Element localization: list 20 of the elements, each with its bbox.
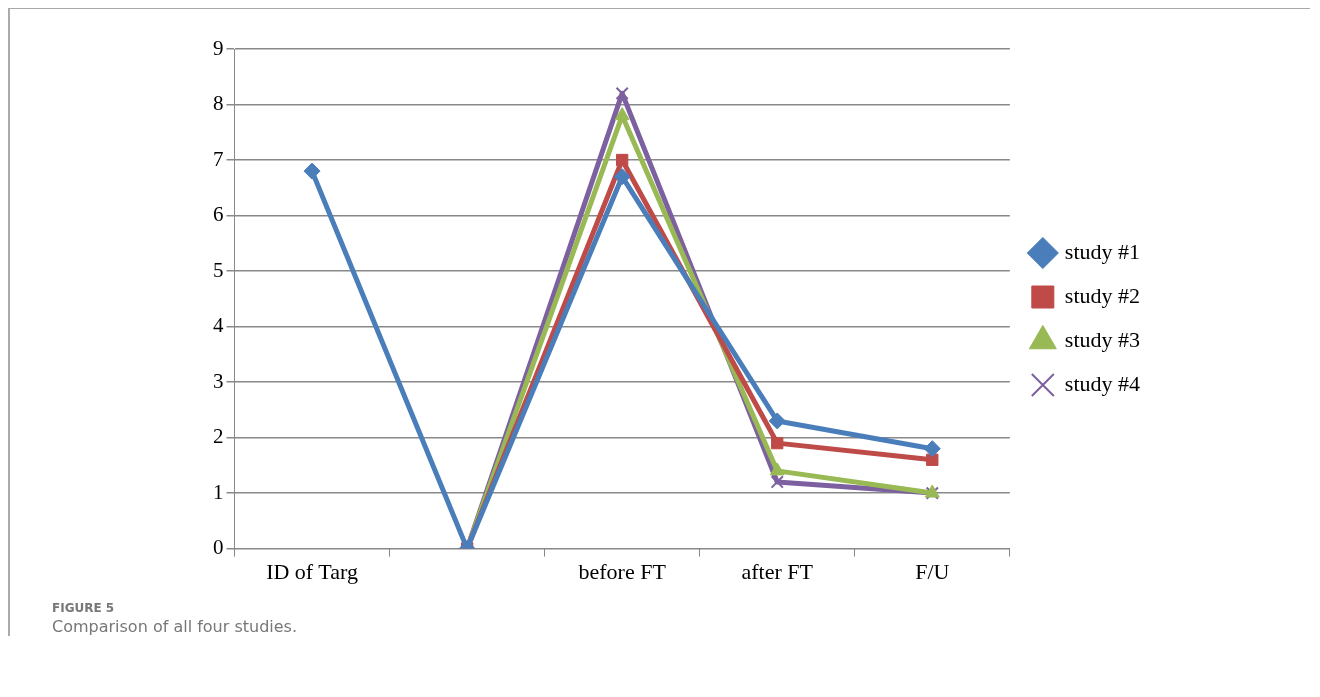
y-tick-label: 1 xyxy=(213,479,224,504)
y-tick-label: 7 xyxy=(213,146,224,171)
legend-label: study #3 xyxy=(1064,326,1141,352)
legend-label: study #1 xyxy=(1064,238,1141,264)
y-tick-label: 4 xyxy=(213,313,224,338)
legend-label: study #2 xyxy=(1064,282,1141,308)
text: Comparison of all four studies. xyxy=(52,617,298,636)
x-tick-label: after FT xyxy=(741,558,814,584)
y-tick-label: 9 xyxy=(213,35,224,60)
y-tick-label: 0 xyxy=(213,535,224,560)
x-tick-label: F/U xyxy=(915,558,950,584)
x-tick-label: before FT xyxy=(578,558,667,584)
caption: FIGURE 5 xyxy=(52,601,116,615)
y-tick-label: 5 xyxy=(213,257,224,282)
y-tick-label: 3 xyxy=(213,368,224,393)
y-tick-label: 6 xyxy=(213,202,224,227)
y-tick-label: 8 xyxy=(213,91,224,116)
legend-label: study #4 xyxy=(1064,370,1141,396)
y-tick-label: 2 xyxy=(213,424,224,449)
x-tick-label: ID of Targ xyxy=(266,558,358,584)
